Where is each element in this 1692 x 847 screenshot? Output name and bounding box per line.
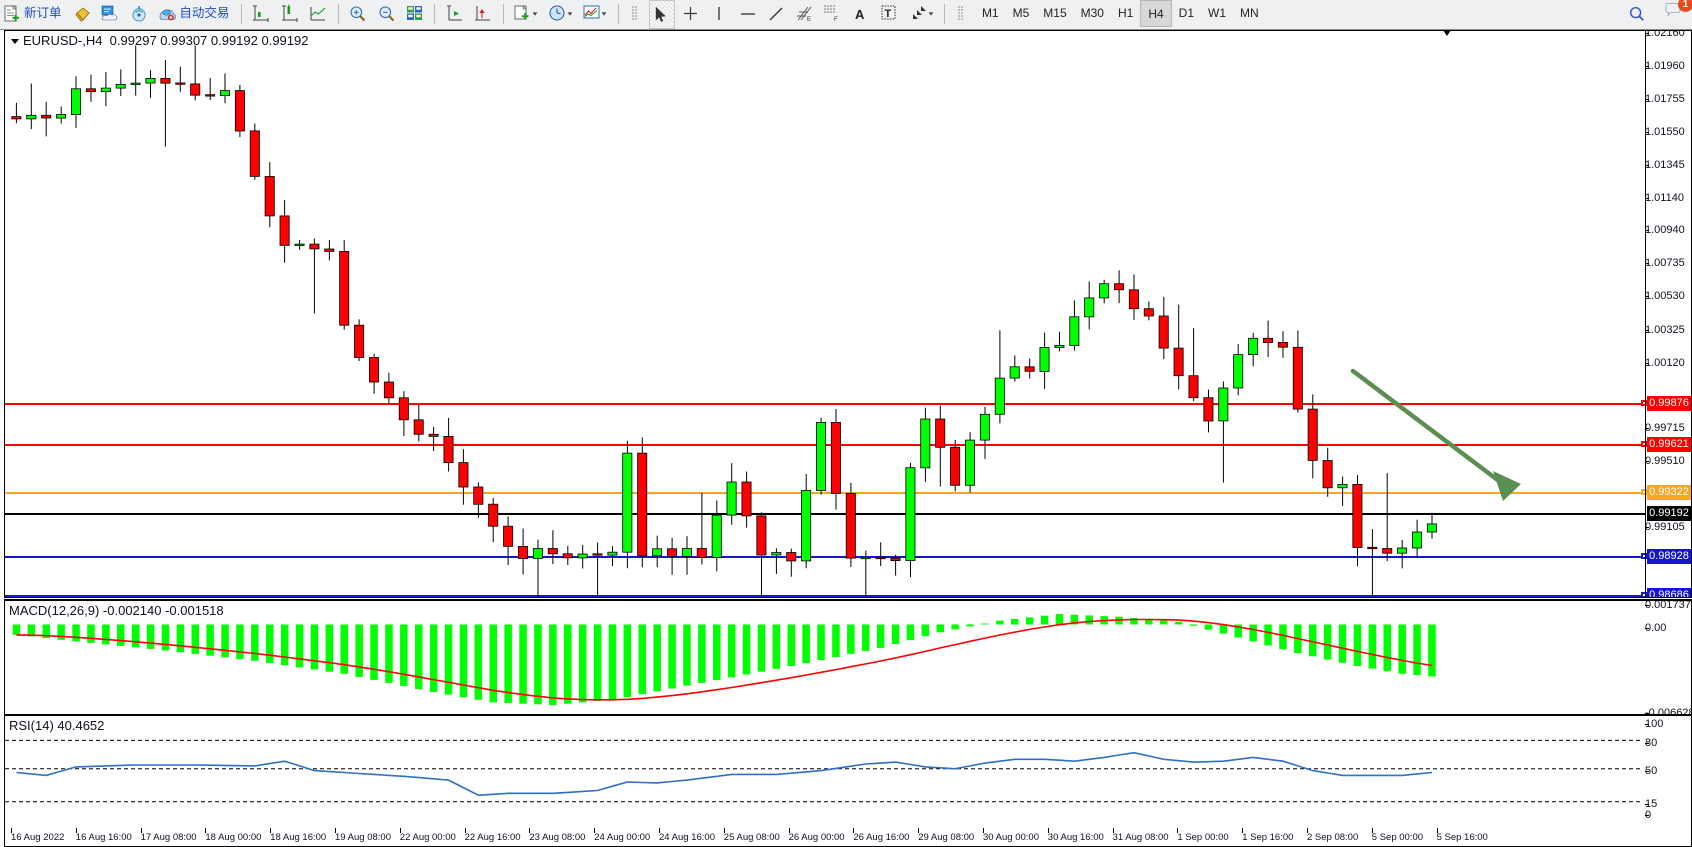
svg-text:E: E [807,17,811,23]
svg-text:T: T [885,8,892,20]
svg-text:F: F [834,17,838,23]
svg-text:A: A [855,7,865,22]
